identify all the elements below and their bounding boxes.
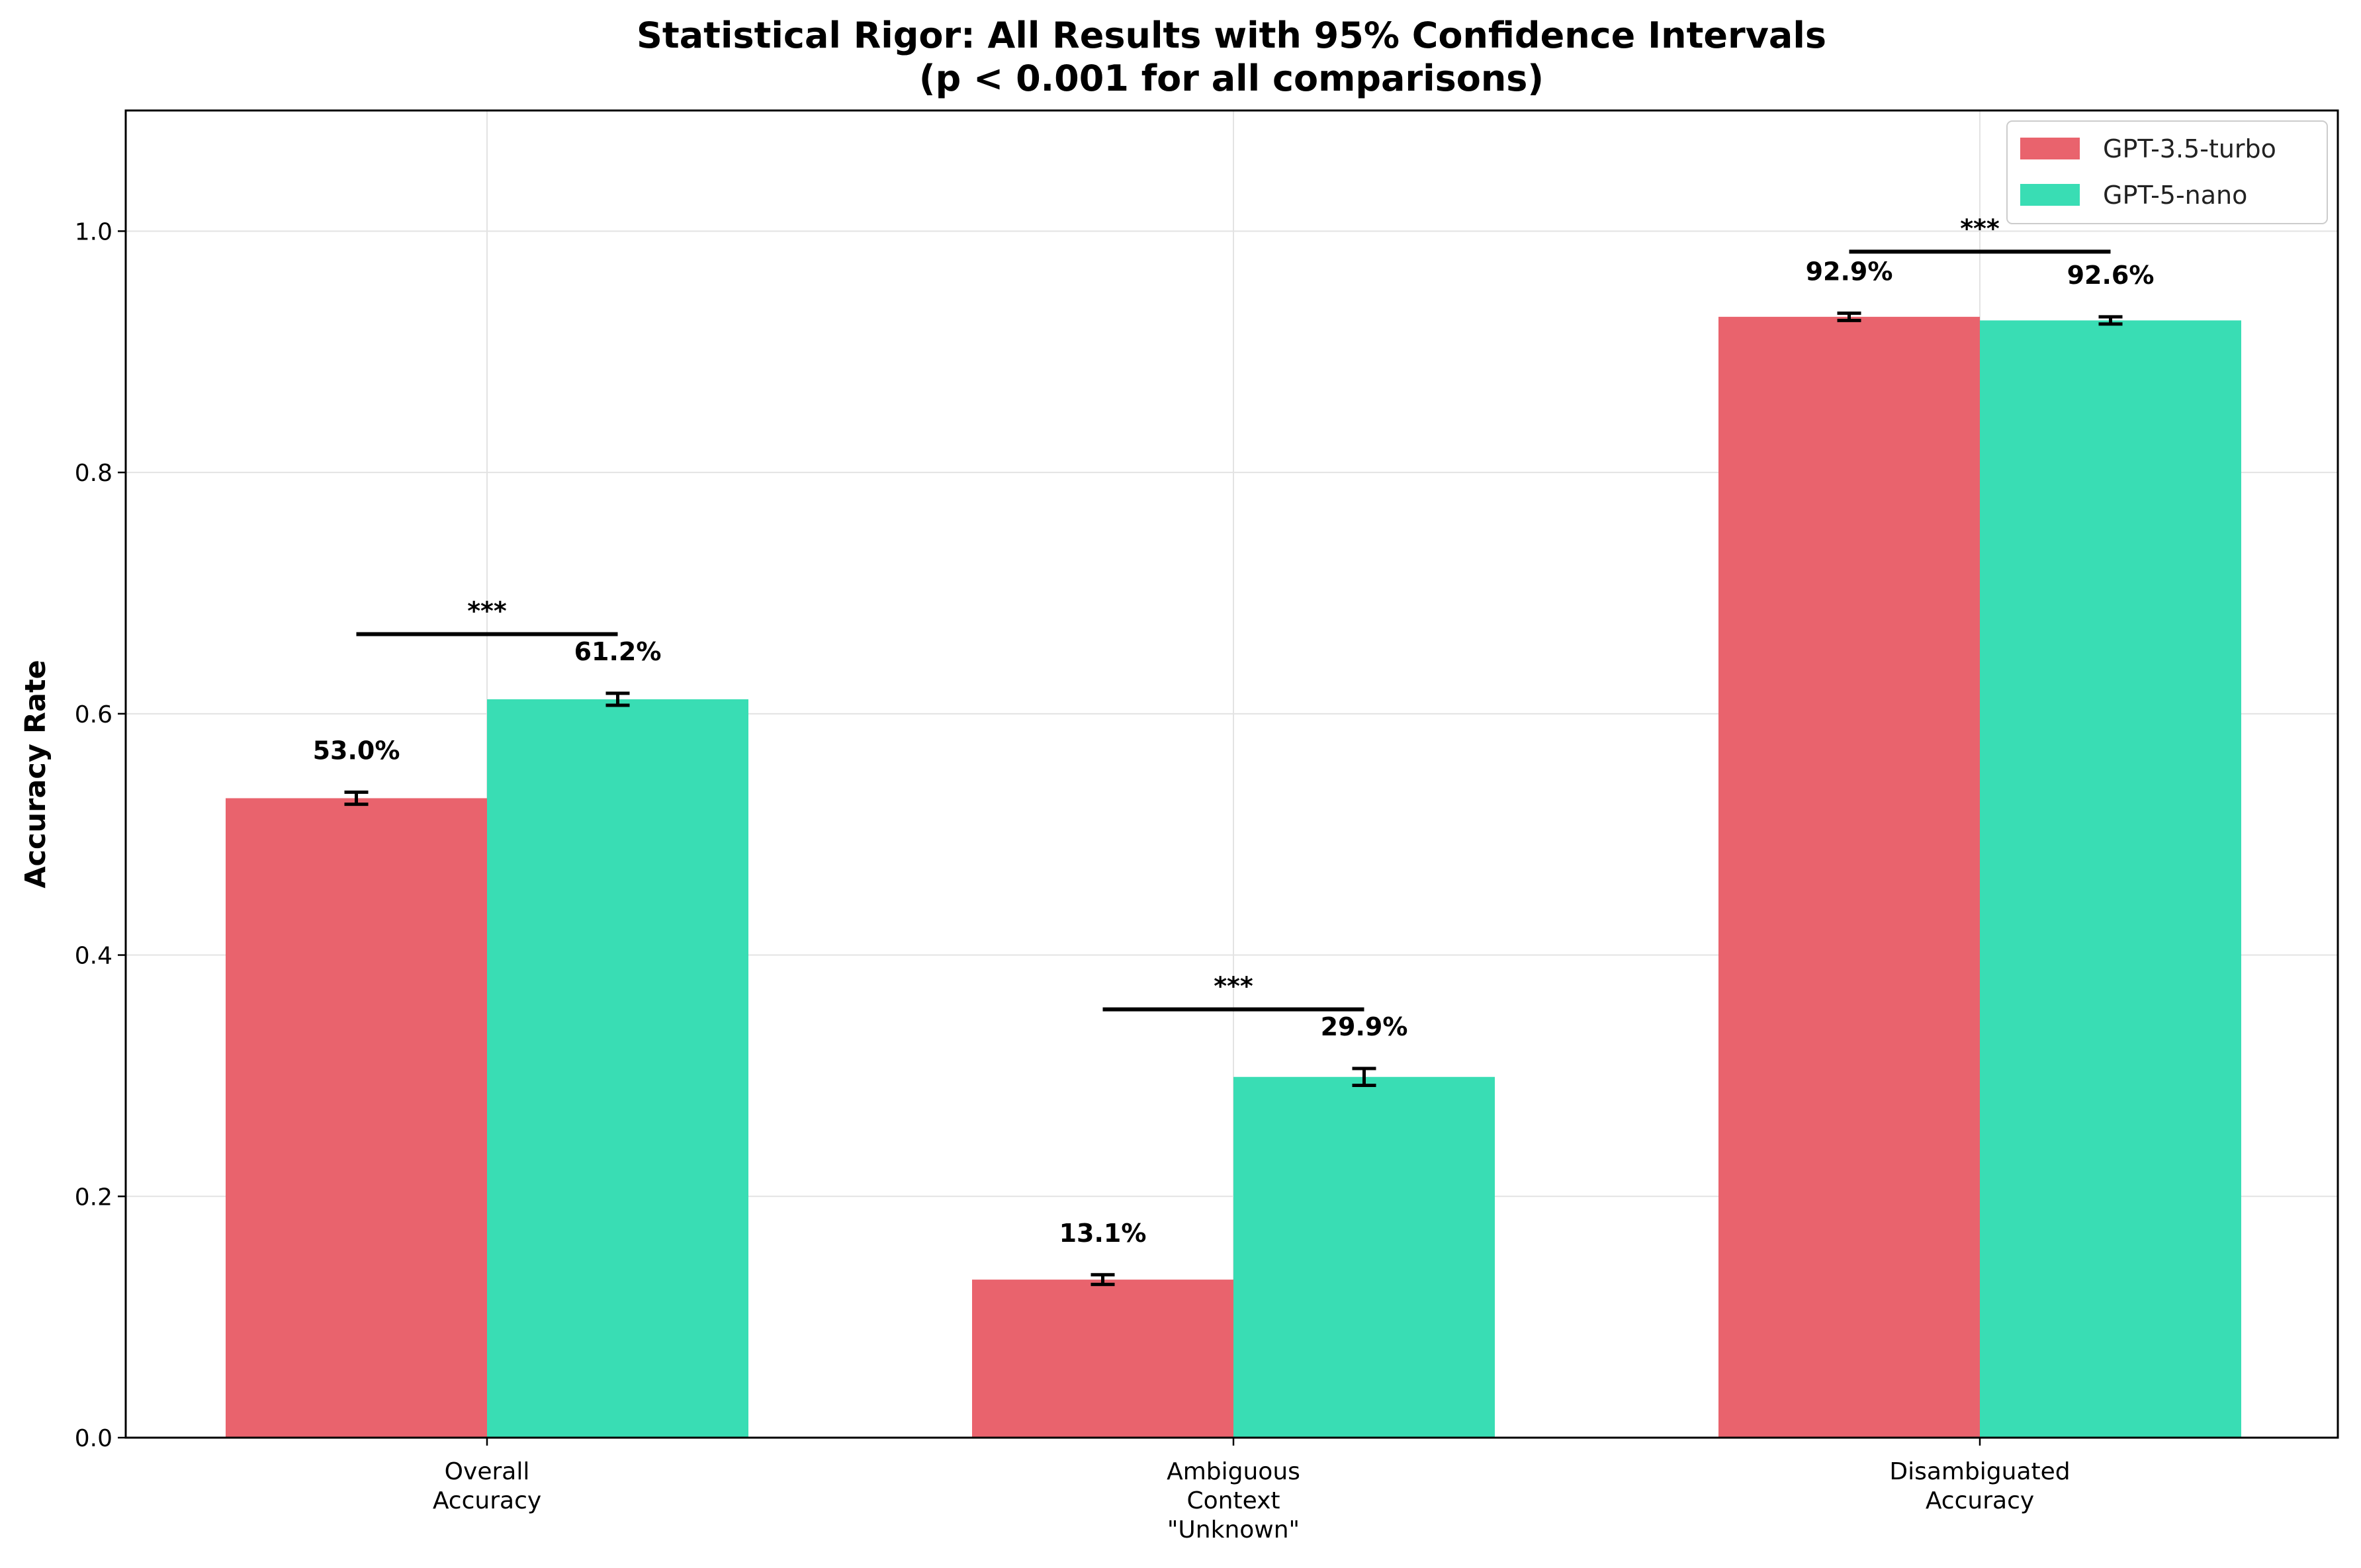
legend: GPT-3.5-turbo GPT-5-nano (2006, 120, 2328, 224)
x-tick-label: "Unknown" (1167, 1516, 1300, 1544)
axis-layer: 0.00.20.40.60.81.0OverallAccuracyAmbiguo… (75, 218, 2071, 1544)
legend-swatch-gpt35 (2020, 138, 2080, 159)
bar (972, 1280, 1233, 1438)
value-label: 61.2% (574, 637, 662, 666)
value-label: 53.0% (313, 736, 400, 765)
value-label: 92.9% (1806, 257, 1893, 286)
significance-label: *** (467, 596, 507, 625)
annotation-layer: 53.0% 13.1% 92.9% 61.2% 29.9% 92.6% *** *** *** (313, 214, 2155, 1286)
x-tick-label: Ambiguous (1167, 1458, 1300, 1485)
legend-label-gpt5nano: GPT-5-nano (2103, 181, 2247, 210)
legend-swatch-gpt5nano (2020, 184, 2080, 206)
y-tick-label: 0.6 (75, 701, 112, 728)
value-label: 92.6% (2067, 261, 2155, 290)
x-tick-label: Overall (445, 1458, 530, 1485)
x-tick-label: Disambiguated (1889, 1458, 2070, 1485)
bar (1718, 316, 1980, 1438)
y-axis-label: Accuracy Rate (19, 660, 52, 888)
legend-box (2006, 120, 2328, 224)
x-tick-label: Context (1186, 1487, 1280, 1514)
x-tick-label: Accuracy (1926, 1487, 2034, 1514)
y-tick-label: 0.0 (75, 1425, 112, 1452)
significance-label: *** (1960, 214, 2000, 243)
chart-title-line-1: Statistical Rigor: All Results with 95% … (637, 15, 1826, 56)
y-tick-label: 1.0 (75, 218, 112, 245)
x-tick-label: Accuracy (433, 1487, 541, 1514)
bar (1233, 1076, 1495, 1438)
y-tick-label: 0.2 (75, 1184, 112, 1211)
bar (226, 798, 487, 1438)
bar-layer (226, 316, 2241, 1438)
chart-title-line-2: (p < 0.001 for all comparisons) (919, 58, 1544, 99)
bar (1980, 320, 2241, 1438)
plot-frame (124, 109, 2339, 1439)
y-tick-label: 0.8 (75, 460, 112, 487)
significance-label: *** (1214, 972, 1253, 1001)
value-label: 29.9% (1321, 1012, 1408, 1041)
y-tick-label: 0.4 (75, 943, 112, 970)
bar (487, 699, 748, 1438)
legend-label-gpt35: GPT-3.5-turbo (2103, 134, 2276, 163)
value-label: 13.1% (1059, 1219, 1147, 1248)
